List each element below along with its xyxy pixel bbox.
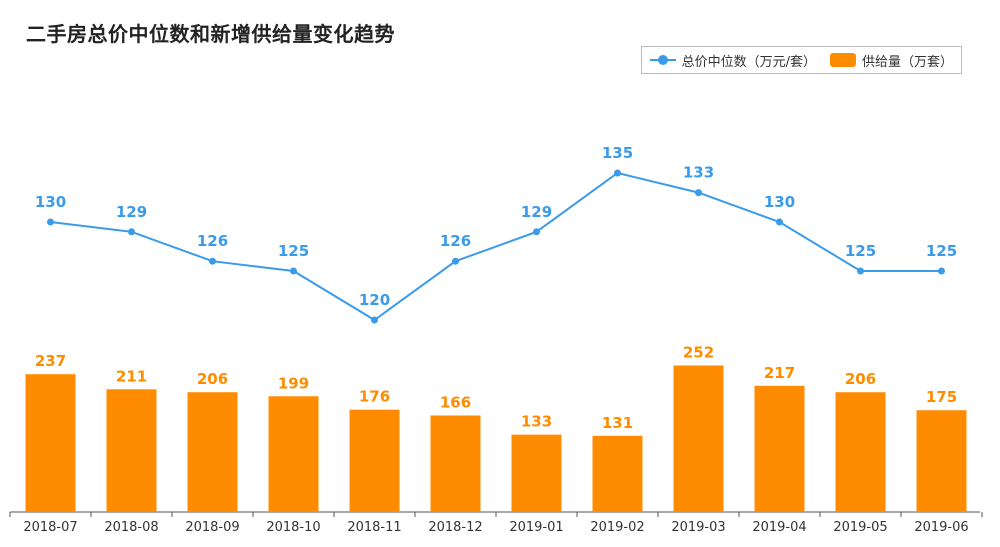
line-point <box>533 228 540 236</box>
legend-line-marker <box>649 55 676 65</box>
line-point <box>857 267 864 275</box>
bar-value-label: 133 <box>521 413 552 431</box>
bar-value-label: 131 <box>602 414 633 432</box>
x-tick-label: 2018-09 <box>185 520 239 535</box>
line-point <box>128 228 135 236</box>
bar-value-label: 206 <box>845 370 876 388</box>
line-point <box>614 169 621 177</box>
bar <box>349 409 400 512</box>
bar-value-label: 217 <box>764 364 795 382</box>
line-value-label: 129 <box>116 203 147 221</box>
bar <box>187 392 238 512</box>
line-point <box>371 316 378 324</box>
chart-title: 二手房总价中位数和新增供给量变化趋势 <box>26 22 395 46</box>
bar-value-label: 199 <box>278 374 309 392</box>
legend: 总价中位数（万元/套） 供给量（万套） <box>640 46 962 74</box>
x-tick-label: 2019-02 <box>590 520 644 535</box>
bar <box>673 365 724 512</box>
bar-value-label: 252 <box>683 343 714 361</box>
bar <box>835 392 886 512</box>
bar-value-label: 176 <box>359 388 390 406</box>
line-point <box>695 189 702 197</box>
line-point <box>938 267 945 275</box>
bar-value-label: 175 <box>926 388 957 406</box>
line-value-label: 125 <box>926 242 957 260</box>
x-tick-label: 2019-04 <box>752 520 806 535</box>
x-tick-label: 2019-06 <box>914 520 968 535</box>
line-value-label: 126 <box>197 232 228 250</box>
line-value-label: 126 <box>440 232 471 250</box>
line-value-label: 133 <box>683 164 714 182</box>
line-value-label: 120 <box>359 291 390 309</box>
legend-bar-marker <box>829 53 856 67</box>
bar <box>25 374 76 512</box>
x-tick-label: 2019-05 <box>833 520 887 535</box>
legend-label-bar: 供给量（万套） <box>861 54 953 70</box>
line-point <box>776 218 783 226</box>
x-tick-label: 2018-08 <box>104 520 158 535</box>
bar-value-label: 237 <box>35 352 66 370</box>
legend-item-line: 总价中位数（万元/套） <box>649 51 816 70</box>
x-tick-label: 2018-12 <box>428 520 482 535</box>
line-point <box>452 257 459 265</box>
bar <box>511 434 562 512</box>
line-value-label: 130 <box>35 193 66 211</box>
x-tick-label: 2019-03 <box>671 520 725 535</box>
x-tick-label: 2018-07 <box>23 520 77 535</box>
bar <box>592 435 643 512</box>
line-point <box>290 267 297 275</box>
bar-value-label: 206 <box>197 370 228 388</box>
line-point <box>47 218 54 226</box>
bar <box>430 415 481 512</box>
bar <box>268 396 319 512</box>
line-value-label: 129 <box>521 203 552 221</box>
x-tick-label: 2019-01 <box>509 520 563 535</box>
bar <box>106 389 157 512</box>
line-value-label: 125 <box>278 242 309 260</box>
x-tick-label: 2018-11 <box>347 520 401 535</box>
legend-label-line: 总价中位数（万元/套） <box>681 54 816 70</box>
line-point <box>209 257 216 265</box>
bar <box>754 385 805 512</box>
x-tick-label: 2018-10 <box>266 520 320 535</box>
bar-value-label: 166 <box>440 393 471 411</box>
legend-item-bar: 供给量（万套） <box>829 51 953 70</box>
line-value-label: 135 <box>602 144 633 162</box>
line-series <box>50 171 942 322</box>
bar <box>916 410 967 512</box>
bar-value-label: 211 <box>116 367 147 385</box>
line-value-label: 125 <box>845 242 876 260</box>
line-value-label: 130 <box>764 193 795 211</box>
